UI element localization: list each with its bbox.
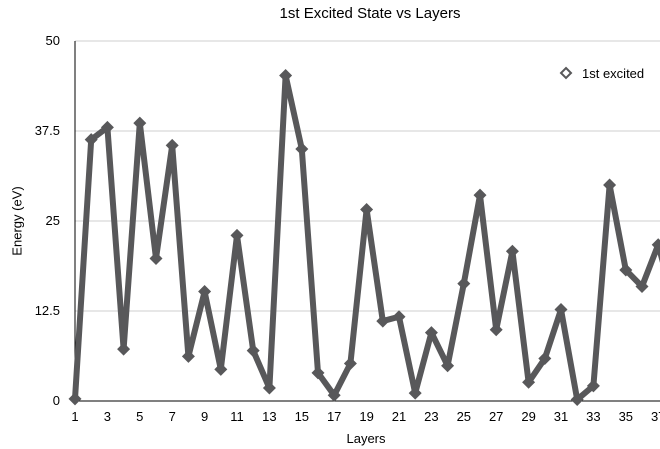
legend-label: 1st excited (582, 66, 644, 81)
y-tick-label: 0 (53, 393, 60, 408)
y-tick-label: 25 (46, 213, 60, 228)
x-tick-label: 23 (424, 409, 438, 424)
data-point (473, 188, 487, 202)
data-point (360, 202, 374, 216)
data-point (262, 381, 276, 395)
x-tick-label: 25 (457, 409, 471, 424)
data-point (424, 326, 438, 340)
data-point (68, 392, 82, 406)
data-point (522, 375, 536, 389)
data-point (586, 379, 600, 393)
x-tick-label: 3 (104, 409, 111, 424)
x-tick-label: 1 (71, 409, 78, 424)
data-point (84, 133, 98, 147)
series-layer (68, 69, 660, 407)
legend-marker (559, 66, 573, 80)
data-point (489, 323, 503, 337)
data-point (117, 342, 131, 356)
y-tick-label: 37.5 (35, 123, 60, 138)
x-tick-label: 15 (295, 409, 309, 424)
x-tick-label: 5 (136, 409, 143, 424)
data-point (165, 138, 179, 152)
y-tick-label: 12.5 (35, 303, 60, 318)
data-point (570, 393, 584, 407)
data-point (181, 349, 195, 363)
series-line (72, 72, 660, 403)
data-point (100, 120, 114, 134)
x-tick-label: 13 (262, 409, 276, 424)
x-tick-label: 33 (586, 409, 600, 424)
x-axis-label: Layers (346, 431, 386, 446)
data-point (554, 303, 568, 317)
data-point (651, 238, 660, 252)
data-point (295, 142, 309, 156)
data-point (311, 366, 325, 380)
data-point (327, 388, 341, 402)
y-tick-label: 50 (46, 33, 60, 48)
data-point (619, 263, 633, 277)
data-point (149, 251, 163, 265)
x-tick-label: 7 (169, 409, 176, 424)
data-point (408, 386, 422, 400)
x-tick-label: 31 (554, 409, 568, 424)
data-point (376, 314, 390, 328)
data-point (603, 178, 617, 192)
data-point (133, 116, 147, 130)
data-point (279, 69, 293, 83)
chart-title: 1st Excited State vs Layers (279, 5, 461, 22)
x-tick-label: 9 (201, 409, 208, 424)
data-point (230, 228, 244, 242)
x-tick-label: 21 (392, 409, 406, 424)
data-point (198, 285, 212, 299)
data-point (538, 352, 552, 366)
data-point (214, 362, 228, 376)
data-point (457, 277, 471, 291)
x-tick-label: 27 (489, 409, 503, 424)
x-tick-label: 29 (521, 409, 535, 424)
x-tick-label: 11 (230, 409, 244, 424)
data-point (392, 310, 406, 324)
data-point (441, 359, 455, 373)
x-tick-label: 35 (619, 409, 633, 424)
data-point (505, 244, 519, 258)
grid-layer (75, 40, 660, 312)
x-tick-label: 19 (359, 409, 373, 424)
data-point (635, 280, 649, 294)
data-point (343, 357, 357, 371)
x-tick-label: 37 (651, 409, 660, 424)
x-tick-label: 17 (327, 409, 341, 424)
legend: 1st excited (559, 66, 644, 81)
data-point (246, 344, 260, 358)
